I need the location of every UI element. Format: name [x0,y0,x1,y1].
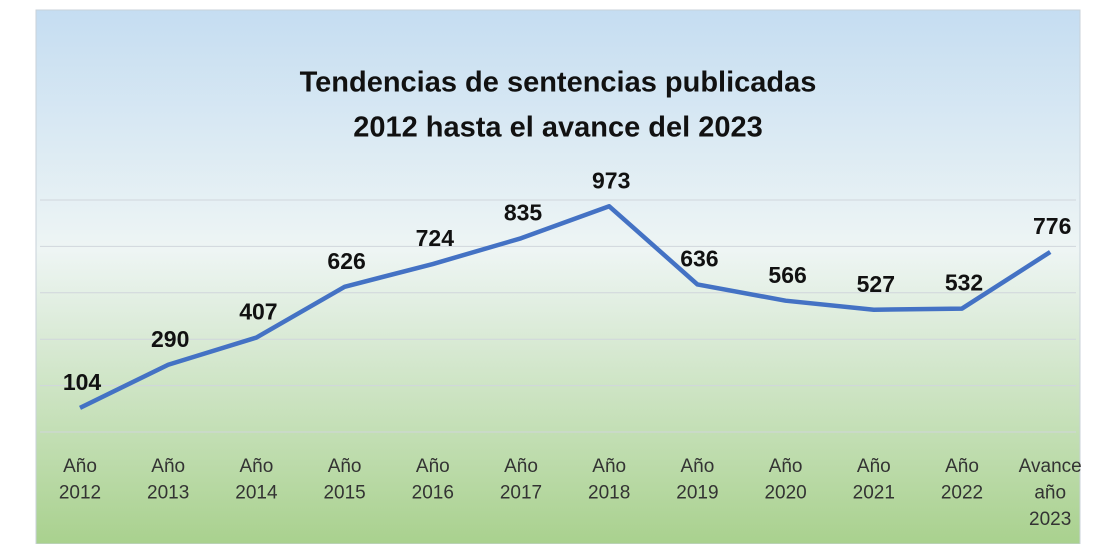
data-label: 527 [857,271,895,297]
x-tick-label: Año 2019 [676,456,718,504]
x-tick-label: Año 2012 [59,456,101,504]
data-label: 835 [504,199,543,225]
x-tick-label: Año 2016 [412,456,454,504]
data-label: 407 [239,299,277,325]
chart-background [35,9,1081,544]
x-tick-label: Año 2021 [853,456,895,504]
x-tick-label: Año 2014 [235,456,278,504]
data-label: 973 [592,167,630,193]
x-tick-label: Año 2020 [764,456,806,504]
data-line [79,204,1052,410]
x-tick-label: Año 2018 [588,456,630,504]
data-label: 104 [63,369,102,395]
x-tick-label: Año 2017 [500,456,542,504]
data-label: 724 [416,225,455,251]
data-label: 776 [1033,213,1071,239]
data-label: 290 [151,326,189,352]
chart-title: Tendencias de sentencias publicadas [300,67,817,99]
x-tick-label: Año 2013 [147,456,189,504]
data-label: 636 [680,246,718,272]
data-label: 532 [945,270,983,296]
x-tick-label: Año 2022 [941,456,983,504]
chart-title: 2012 hasta el avance del 2023 [353,112,763,144]
data-label: 566 [768,262,806,288]
x-tick-label: Avance año 2023 [1019,456,1082,530]
data-label: 626 [327,248,365,274]
x-tick-label: Año 2015 [323,456,365,504]
